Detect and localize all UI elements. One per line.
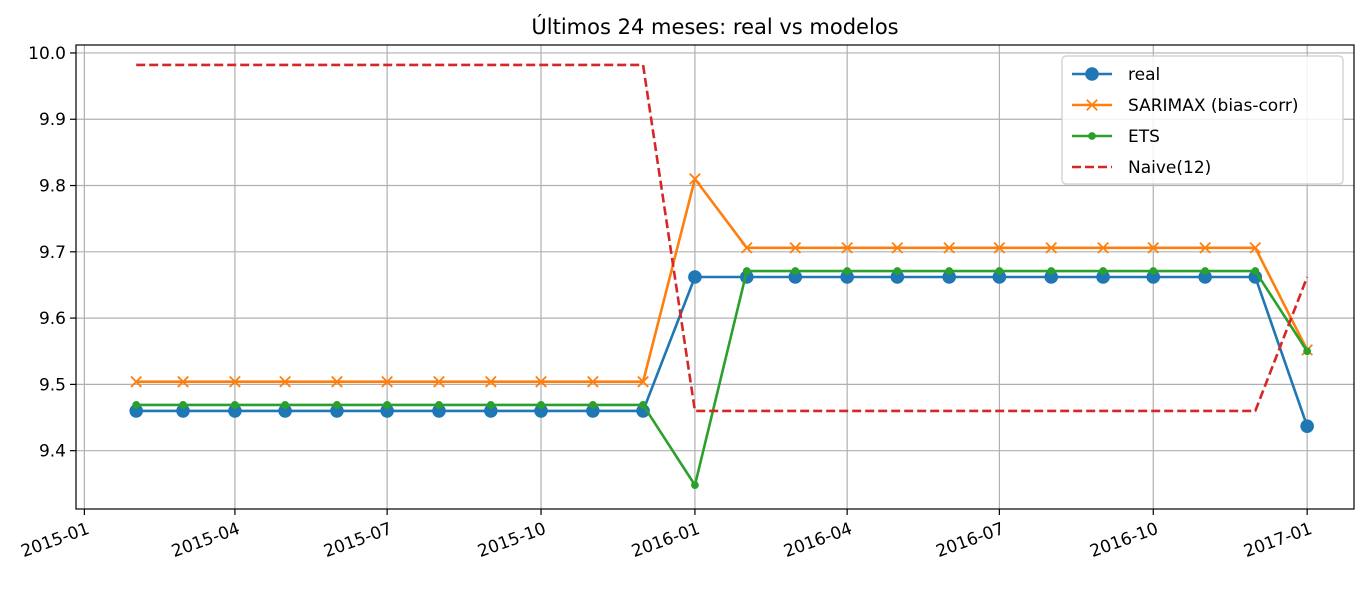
data-point (435, 401, 443, 409)
series-layer (129, 63, 1314, 490)
data-point (637, 375, 649, 388)
x-tick-label: 2015-01 (18, 519, 92, 562)
legend-label: Naive(12) (1128, 158, 1211, 178)
data-point (1099, 267, 1107, 275)
plot-frame (75, 44, 1355, 510)
data-point (1251, 267, 1260, 275)
data-point (229, 375, 241, 388)
data-point (486, 401, 495, 409)
chart-legend: real SARIMAX (bias-corr) ETS Naive(12) (1061, 55, 1344, 185)
data-point (1300, 419, 1314, 433)
data-point (791, 267, 800, 275)
y-tick-label: 9.7 (39, 243, 66, 263)
data-point (179, 401, 187, 409)
y-tick-label: 9.6 (39, 309, 66, 329)
data-point (587, 375, 599, 388)
x-tick-label: 2016-10 (1087, 519, 1161, 562)
data-point (1045, 241, 1058, 254)
data-point (231, 401, 239, 409)
data-point (433, 375, 445, 388)
legend-label: ETS (1128, 127, 1160, 147)
data-point (535, 375, 547, 388)
y-tick-label: 9.5 (39, 375, 66, 395)
series-ets (132, 267, 1312, 490)
data-point (1149, 267, 1158, 275)
data-point (843, 267, 852, 275)
data-point (740, 241, 753, 254)
data-point (1199, 241, 1211, 254)
legend-marker (1088, 132, 1096, 140)
data-point (281, 401, 289, 409)
legend-item: ETS (1072, 127, 1160, 147)
data-point (177, 375, 189, 388)
legend-marker (1086, 99, 1098, 111)
data-point (132, 401, 141, 409)
series-line (136, 177, 1309, 384)
data-point (891, 241, 904, 254)
data-point (333, 401, 341, 409)
data-point (1249, 241, 1262, 254)
data-point (689, 173, 701, 185)
series-sarimax-bias-corr (130, 173, 1313, 388)
legend-item: Naive(12) (1072, 158, 1211, 178)
data-point (639, 401, 647, 409)
legend-box (1061, 55, 1344, 185)
legend-item: SARIMAX (bias-corr) (1072, 96, 1299, 116)
legend-label: SARIMAX (bias-corr) (1128, 96, 1299, 116)
x-tick-label: 2015-04 (169, 519, 243, 562)
series-real (129, 270, 1314, 433)
legend-label: real (1128, 65, 1160, 85)
x-tick-label: 2016-07 (933, 519, 1007, 562)
data-point (381, 375, 393, 388)
series-line (136, 275, 1309, 427)
data-point (742, 267, 751, 275)
x-tick-label: 2016-04 (781, 519, 855, 562)
data-point (1303, 347, 1312, 356)
x-tick-label: 2017-01 (1241, 519, 1315, 562)
y-tick-label: 10.0 (28, 44, 66, 64)
legend-item: real (1072, 65, 1160, 85)
legend-marker (1085, 67, 1099, 81)
data-point (383, 401, 392, 409)
data-point (893, 267, 902, 275)
data-point (331, 375, 343, 388)
data-point (995, 267, 1004, 275)
data-point (691, 481, 699, 490)
chart-title: Últimos 24 meses: real vs modelos (531, 14, 898, 39)
series-line (136, 269, 1309, 487)
data-point (1147, 241, 1160, 254)
x-tick-label: 2015-07 (321, 519, 395, 562)
data-point (279, 375, 291, 388)
y-tick-label: 9.9 (39, 110, 66, 130)
data-point (1047, 267, 1056, 275)
y-tick-label: 9.4 (39, 442, 66, 462)
data-point (945, 267, 954, 275)
data-point (1201, 267, 1210, 275)
data-point (537, 401, 545, 409)
data-point (789, 241, 802, 254)
y-tick-label: 9.8 (39, 177, 66, 197)
data-point (588, 401, 597, 409)
data-point (485, 375, 497, 388)
data-point (993, 241, 1006, 254)
x-tick-label: 2015-10 (475, 519, 549, 562)
data-point (943, 241, 956, 254)
x-tick-label: 2016-01 (629, 519, 703, 562)
data-point (841, 241, 853, 254)
data-point (688, 270, 702, 284)
data-point (1097, 241, 1109, 254)
data-point (130, 375, 143, 388)
